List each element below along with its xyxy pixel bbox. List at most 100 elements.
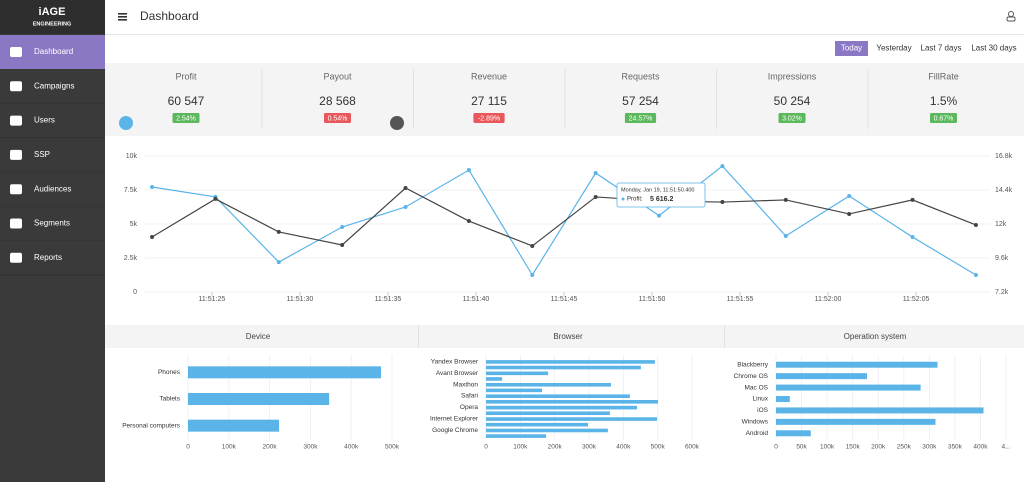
x-tick-label: 350k xyxy=(948,444,963,451)
date-filter[interactable]: Yesterday xyxy=(876,44,911,53)
point[interactable] xyxy=(783,197,788,202)
bar[interactable] xyxy=(486,428,608,433)
menu-toggle[interactable] xyxy=(118,13,127,21)
series-line xyxy=(151,165,977,277)
point[interactable] xyxy=(847,211,852,216)
body xyxy=(1006,16,1016,22)
bar[interactable] xyxy=(486,394,630,398)
point[interactable] xyxy=(593,194,598,199)
x-tick-label: 500k xyxy=(651,444,666,451)
tooltip xyxy=(616,182,706,208)
point[interactable] xyxy=(910,197,915,202)
point[interactable] xyxy=(910,235,915,240)
point[interactable] xyxy=(213,196,218,201)
category-label: Personal computers xyxy=(122,422,181,429)
bar[interactable] xyxy=(486,371,549,376)
logo-sub: ENGINEERING xyxy=(33,21,72,27)
point[interactable] xyxy=(276,260,281,265)
logo: iAGE xyxy=(39,6,66,18)
bar[interactable] xyxy=(486,382,611,387)
bar[interactable] xyxy=(776,396,790,402)
point[interactable] xyxy=(973,222,978,227)
category-label: Maxthon xyxy=(453,381,478,388)
bar[interactable] xyxy=(486,422,588,427)
menu-label: SSP xyxy=(34,150,50,159)
x-tick-label: 11:51:40 xyxy=(463,296,490,303)
point[interactable] xyxy=(403,205,408,209)
point[interactable] xyxy=(276,229,281,234)
x-tick-label: 11:51:55 xyxy=(727,296,754,303)
bar xyxy=(118,19,127,21)
kpi-icon[interactable] xyxy=(119,116,133,130)
head xyxy=(1008,11,1014,17)
point[interactable] xyxy=(530,273,535,277)
menu-icon xyxy=(10,218,22,229)
bar[interactable] xyxy=(776,407,984,414)
kpi-change: 24.57% xyxy=(629,115,653,122)
kpi-change: 2.54% xyxy=(176,115,196,122)
bar[interactable] xyxy=(486,405,638,410)
bar[interactable] xyxy=(188,419,279,432)
point[interactable] xyxy=(530,243,535,248)
bar[interactable] xyxy=(486,434,547,438)
point[interactable] xyxy=(466,168,471,173)
category-label: Phones xyxy=(158,369,181,376)
kpi-value: 57 254 xyxy=(622,94,659,108)
point[interactable] xyxy=(340,242,345,247)
point[interactable] xyxy=(657,213,662,218)
point[interactable] xyxy=(340,224,345,229)
menu-icon xyxy=(10,47,22,57)
x-tick-label: 11:51:30 xyxy=(287,296,314,303)
y-tick-label: 5k xyxy=(130,221,138,228)
kpi-title: Payout xyxy=(323,71,352,81)
x-tick-label: 11:51:45 xyxy=(551,296,578,303)
bar xyxy=(118,16,127,18)
point[interactable] xyxy=(720,200,725,205)
point[interactable] xyxy=(783,233,788,238)
tooltip-title: Monday, Jan 19, 11:51:50.400 xyxy=(621,187,695,193)
point[interactable] xyxy=(466,219,471,224)
point[interactable] xyxy=(403,186,408,191)
point[interactable] xyxy=(150,235,155,240)
y2-tick-label: 9.6k xyxy=(995,255,1009,262)
point[interactable] xyxy=(150,185,155,190)
point[interactable] xyxy=(847,193,852,198)
bar[interactable] xyxy=(486,388,542,393)
category-label: Opera xyxy=(460,404,478,411)
bar[interactable] xyxy=(188,393,330,405)
kpi-title: FillRate xyxy=(928,71,959,81)
bar[interactable] xyxy=(486,360,655,364)
menu-icon xyxy=(10,252,22,263)
bar[interactable] xyxy=(188,366,381,379)
bar[interactable] xyxy=(776,373,867,380)
bar[interactable] xyxy=(486,400,659,404)
kpi-change: 0.54% xyxy=(328,115,348,122)
bar[interactable] xyxy=(486,365,641,370)
date-filter[interactable]: Today xyxy=(841,44,862,53)
category-label: Android xyxy=(746,430,769,437)
bar[interactable] xyxy=(486,377,503,381)
bar[interactable] xyxy=(776,384,921,391)
menu-icon xyxy=(10,149,22,160)
kpi-icon[interactable] xyxy=(390,116,404,130)
bar[interactable] xyxy=(486,411,610,416)
bar[interactable] xyxy=(776,430,811,437)
kpi-divider xyxy=(564,69,566,129)
bar[interactable] xyxy=(776,361,938,368)
bar[interactable] xyxy=(776,418,936,425)
menu-icon xyxy=(10,184,22,195)
x-tick-label: 100k xyxy=(513,444,528,451)
point[interactable] xyxy=(973,273,978,277)
point[interactable] xyxy=(593,171,598,175)
x-tick-label: 4... xyxy=(1001,444,1010,451)
x-tick-label: 11:52:05 xyxy=(903,296,930,303)
x-tick-label: 400k xyxy=(344,444,359,451)
user-icon[interactable] xyxy=(1006,11,1016,22)
kpi-title: Impressions xyxy=(768,71,817,81)
bar[interactable] xyxy=(486,417,657,421)
date-filter[interactable]: Last 7 days xyxy=(921,44,962,53)
tooltip-dot xyxy=(621,197,625,201)
point[interactable] xyxy=(720,164,725,169)
divider xyxy=(418,325,419,348)
date-filter[interactable]: Last 30 days xyxy=(971,44,1016,53)
